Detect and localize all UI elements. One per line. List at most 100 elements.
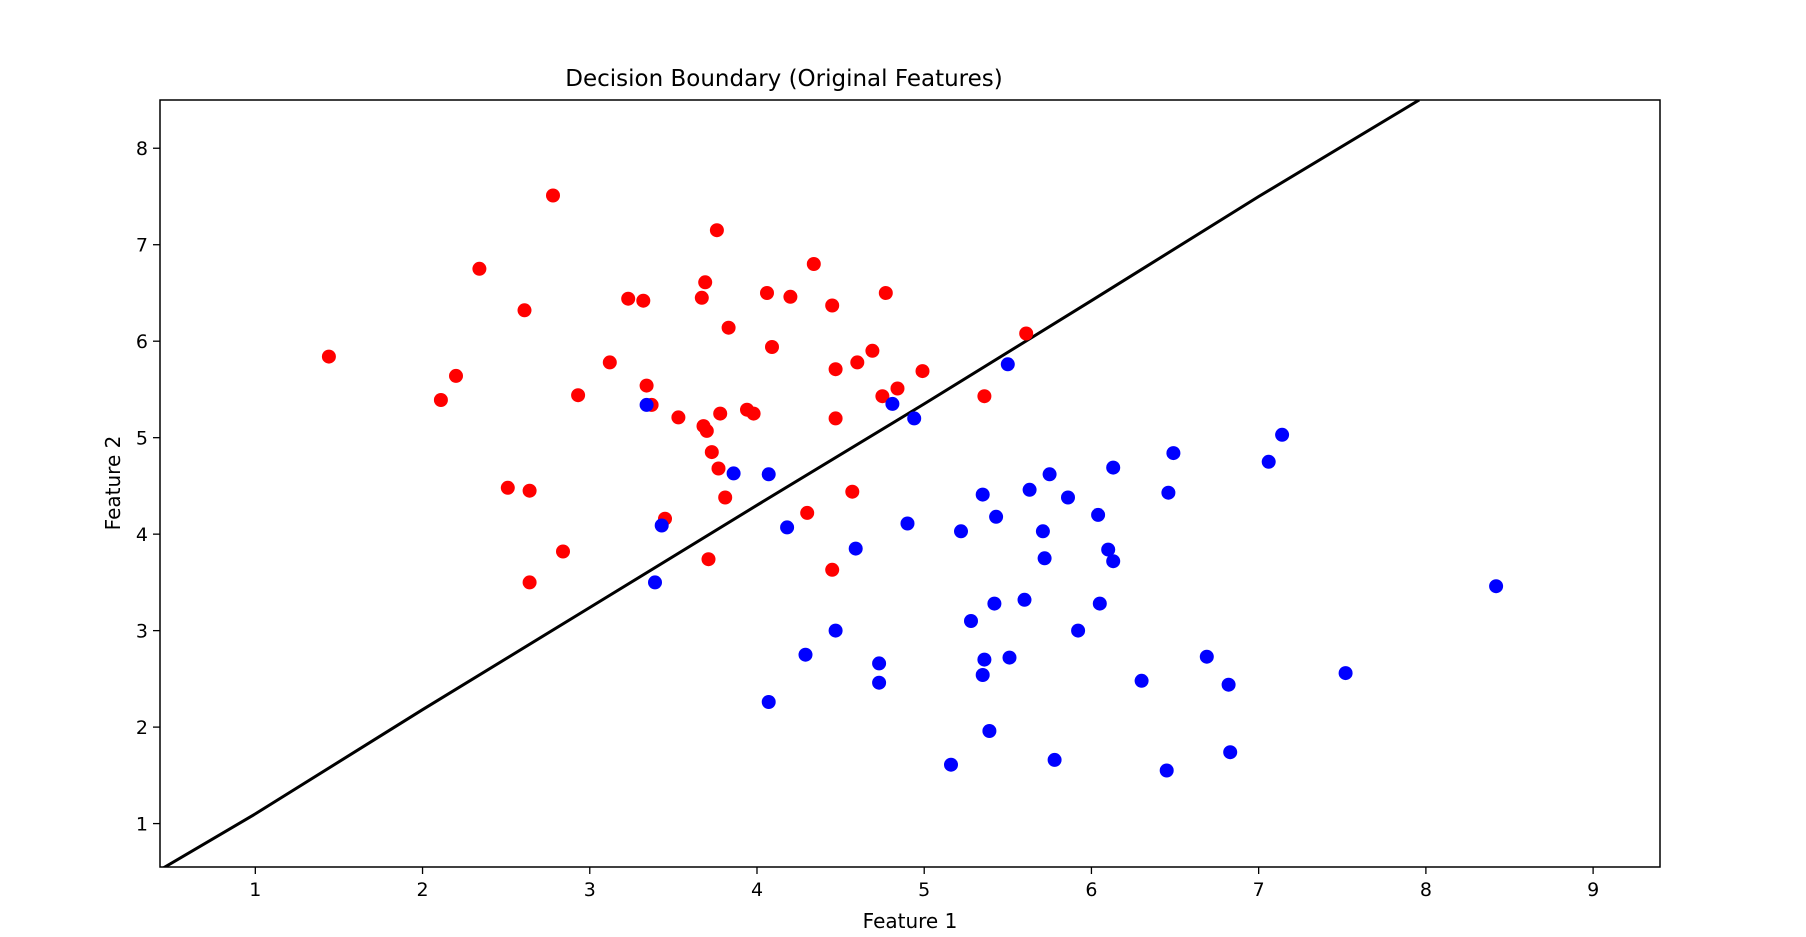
scatter-point-blue [654, 518, 669, 533]
scatter-point-red [571, 388, 586, 403]
scatter-point-blue [1071, 623, 1086, 638]
x-tick-label: 9 [1587, 879, 1599, 901]
scatter-point-blue [964, 614, 978, 628]
scatter-point-blue [1261, 454, 1276, 469]
scatter-point-blue [977, 652, 992, 667]
scatter-point-blue [1489, 579, 1504, 594]
y-tick-label: 8 [136, 138, 148, 160]
scatter-point-blue [1161, 485, 1176, 500]
scatter-point-red [433, 393, 448, 407]
scatter-point-blue [1061, 490, 1075, 505]
y-axis-label: Feature 2 [101, 436, 125, 531]
scatter-point-red [850, 355, 865, 370]
scatter-point-red [878, 286, 893, 300]
x-axis: 1 2 3 4 5 6 7 8 9 [249, 867, 1599, 901]
scatter-point-blue [900, 516, 915, 531]
scatter-point-blue [1035, 524, 1050, 539]
scatter-point-blue [944, 757, 958, 772]
scatter-point-blue [761, 467, 776, 482]
scatter-point-red [639, 378, 654, 393]
scatter-point-red [500, 480, 515, 495]
y-tick-label: 5 [136, 428, 148, 450]
scatter-point-red [709, 223, 724, 238]
x-tick-label: 6 [1085, 879, 1097, 901]
scatter-point-red [711, 461, 726, 476]
scatter-point-blue [828, 623, 843, 638]
scatter-point-blue [1338, 666, 1353, 681]
scatter-point-red [671, 410, 686, 425]
scatter-point-blue [648, 575, 662, 590]
scatter-point-blue [1159, 763, 1174, 778]
scatter-point-blue [1221, 677, 1236, 692]
scatter-point-blue [1002, 650, 1017, 665]
scatter-point-blue [982, 724, 997, 738]
scatter-point-red [746, 406, 761, 421]
scatter-point-red [845, 484, 860, 499]
y-tick-label: 2 [136, 717, 148, 739]
scatter-point-blue [872, 675, 887, 690]
scatter-point-red [694, 290, 709, 305]
points-layer [321, 188, 1504, 778]
scatter-point-red [828, 411, 843, 426]
scatter-point-red [522, 483, 537, 498]
scatter-point-red [760, 286, 774, 300]
scatter-point-red [556, 544, 570, 559]
scatter-point-blue [975, 668, 990, 682]
scatter-point-red [704, 445, 719, 460]
x-tick-label: 2 [416, 879, 428, 901]
scatter-point-red [765, 340, 779, 354]
x-tick-label: 8 [1420, 879, 1432, 901]
scatter-point-red [718, 490, 733, 505]
scatter-point-blue [989, 509, 1004, 524]
scatter-point-blue [1042, 467, 1057, 482]
scatter-point-blue [798, 647, 813, 662]
scatter-point-blue [639, 397, 654, 412]
scatter-point-red [636, 293, 651, 308]
scatter-point-blue [1101, 542, 1116, 557]
scatter-point-red [321, 349, 336, 364]
scatter-point-blue [885, 396, 900, 411]
scatter-point-red [699, 423, 714, 438]
scatter-point-red [915, 364, 930, 379]
y-tick-label: 3 [136, 621, 148, 643]
chart-title: Decision Boundary (Original Features) [565, 66, 1002, 92]
scatter-point-blue [1199, 649, 1214, 664]
scatter-point-red [825, 562, 840, 577]
scatter-point-red [825, 298, 840, 313]
x-tick-label: 4 [751, 879, 763, 901]
scatter-point-blue [848, 541, 863, 556]
scatter-point-blue [1223, 745, 1238, 760]
scatter-point-red [472, 261, 487, 276]
y-tick-label: 6 [136, 331, 148, 353]
y-tick-label: 4 [136, 524, 148, 546]
scatter-point-blue [726, 466, 741, 481]
scatter-point-red [517, 303, 532, 318]
scatter-point-red [800, 505, 815, 520]
scatter-point-blue [1106, 554, 1121, 569]
scatter-point-blue [780, 520, 795, 535]
y-tick-label: 7 [136, 235, 148, 257]
x-tick-label: 3 [584, 879, 596, 901]
y-axis: 1 2 3 4 5 6 7 8 [136, 138, 160, 836]
scatter-point-blue [1037, 551, 1052, 566]
scatter-point-blue [1000, 357, 1015, 372]
x-tick-label: 1 [249, 879, 261, 901]
decision-boundary-layer [161, 100, 1420, 867]
scatter-point-blue [1092, 596, 1107, 611]
scatter-point-red [806, 257, 821, 271]
scatter-point-blue [761, 695, 776, 709]
decision-boundary-line [161, 100, 1420, 867]
scatter-point-red [1019, 326, 1034, 341]
scatter-point-red [522, 575, 537, 590]
scatter-point-red [449, 368, 463, 383]
scatter-point-red [701, 552, 716, 567]
x-tick-label: 5 [918, 879, 930, 901]
plot-frame [159, 99, 1661, 868]
x-axis-label: Feature 1 [863, 909, 958, 933]
scatter-point-blue [1022, 482, 1037, 497]
scatter-point-red [865, 343, 880, 358]
scatter-point-red [698, 275, 713, 290]
scatter-point-blue [975, 487, 990, 502]
scatter-point-red [875, 389, 890, 404]
